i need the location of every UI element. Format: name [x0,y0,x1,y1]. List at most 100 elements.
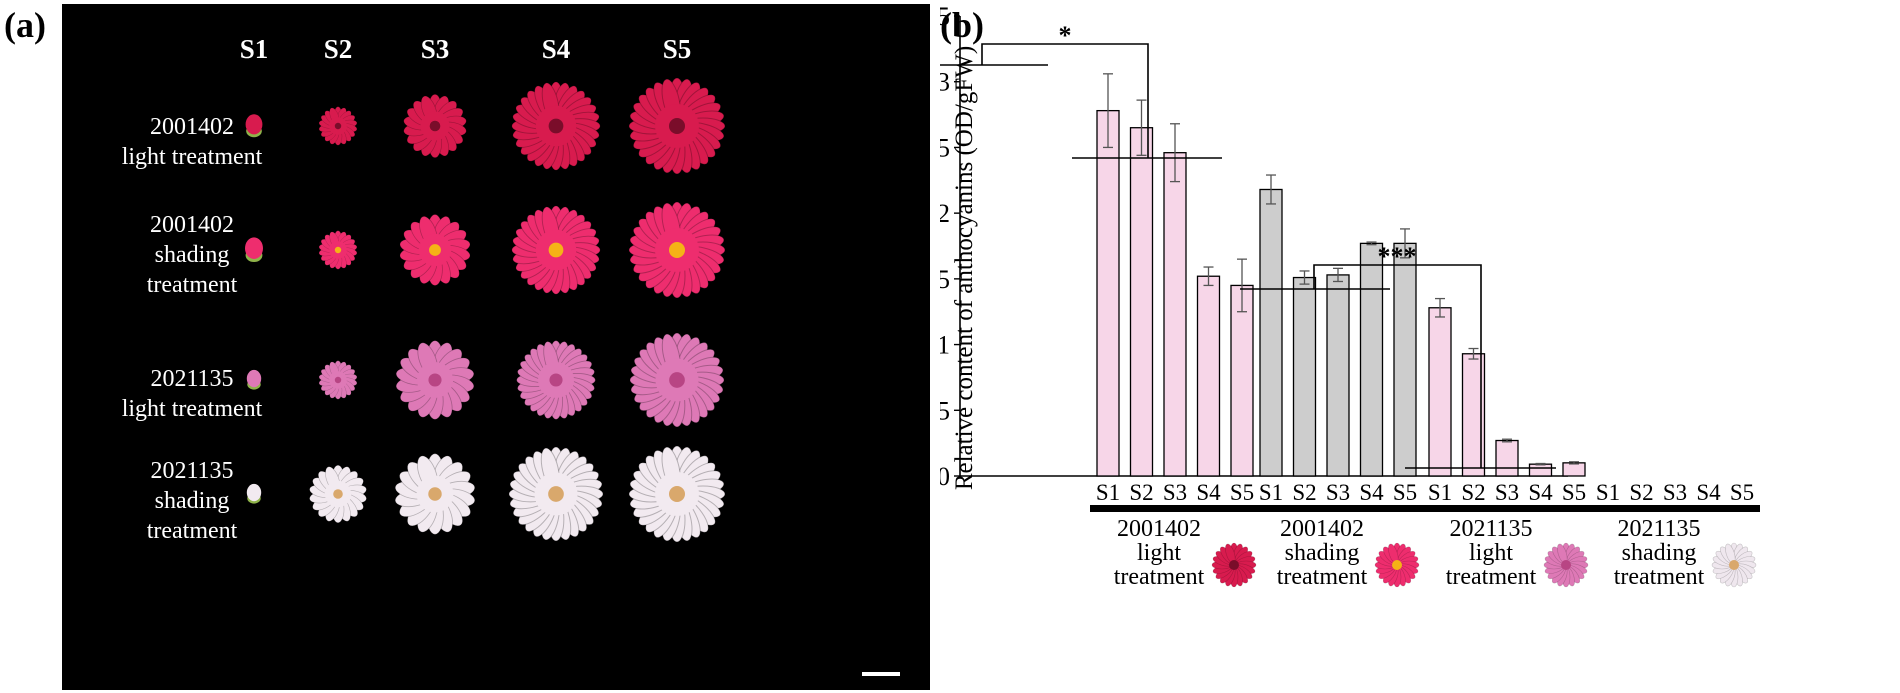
row-label-line: 2021135 [150,458,234,484]
row-label-line: treatment [146,518,238,544]
bar-group3-s1 [1428,307,1452,477]
row-label-line: 2021135 [150,366,234,392]
bar-group2-s3 [1326,274,1350,477]
bar-group1-s1 [1096,109,1120,477]
flower-photo-row1-s4 [510,80,602,177]
flower-swatch-icon [1711,542,1757,588]
group-underline [1422,505,1592,512]
group-label-line: light [1469,540,1513,566]
anthocyanin-bar-chart: Relative content of anthocyanins (OD/gFW… [940,2,1760,590]
y-tick-label: 1.5 [940,265,950,294]
flower-photo-row4-s4 [507,445,605,548]
scale-bar [862,672,900,676]
stage-header-s5: S5 [662,34,692,64]
row-label-1: 2001402 light treatment [82,112,302,172]
group-underline [1090,505,1260,512]
flower-photo-row1-s1 [240,112,268,145]
group-label-line: 2001402 [1280,516,1364,542]
x-tick-label: S4 [1359,480,1384,505]
flower-photo-row3-s3 [394,339,476,426]
flower-photo-row1-s3 [402,93,468,164]
bar-group2-s5 [1393,242,1417,477]
x-tick-label: S1 [1259,480,1283,505]
stage-header-s4: S4 [541,34,571,64]
group-label-line: shading [1285,540,1360,566]
group-label-line: 2021135 [1617,516,1700,542]
row-label-4: 2021135 shading treatment [82,456,302,546]
y-tick-label: 2 [940,199,950,228]
row-label-line: shading [154,242,230,268]
bar-group2-s2 [1292,276,1317,477]
x-tick-label: S2 [1461,480,1485,505]
bar-group2-s1 [1259,188,1283,477]
significance-bracket [981,43,1149,158]
row-label-line: 2001402 [150,212,234,238]
y-tick-label: 3.5 [940,2,950,31]
bar-group2-s4 [1359,242,1384,477]
x-tick-label: S5 [1230,480,1254,505]
y-tick-label: 0.5 [940,396,950,425]
row-label-line: 2001402 [150,114,234,140]
x-tick-label: S4 [1528,480,1553,505]
flower-photo-panel: S1 S2 S3 S4 S5 2001402 light treatment 2001402 s… [62,4,930,690]
significance-label: * [1059,21,1072,50]
group-label-line: treatment [1614,564,1705,590]
row-label-line: shading [154,488,230,514]
flower-photo-row4-s2 [308,464,368,529]
y-tick-label: 2.5 [940,133,950,162]
group-label-line: treatment [1277,564,1368,590]
flower-photo-row3-s5 [628,331,726,434]
group-underline [1590,505,1760,512]
significance-bracket [1313,264,1482,468]
row-label-3: 2021135 light treatment [82,364,302,424]
x-tick-label: S3 [1495,480,1519,505]
y-axis-title: Relative content of anthocyanins (OD/gFW… [951,46,978,490]
flower-photo-row3-s4 [515,339,597,426]
bar-group1-s2 [1129,127,1154,477]
row-label-line: light treatment [121,396,263,422]
bar-group1-s3 [1163,152,1187,477]
y-tick-label: 1 [940,331,950,360]
flower-swatch-icon [1543,542,1589,588]
x-tick-label: S3 [1326,480,1350,505]
x-tick-label: S1 [1096,480,1120,505]
flower-photo-row3-s2 [318,360,358,405]
bar-group1-s4 [1196,275,1221,477]
x-tick-label: S2 [1292,480,1316,505]
flower-photo-row2-s3 [398,213,472,292]
bar-group3-s5 [1562,462,1586,477]
x-tick-label: S3 [1163,480,1187,505]
stage-header-s2: S2 [323,34,353,64]
y-tick-label: 3 [940,68,950,97]
x-tick-label: S4 [1196,480,1221,505]
flower-photo-row3-s1 [242,368,266,397]
bar-group3-s4 [1528,463,1553,477]
stage-header-s1: S1 [239,34,269,64]
group-label-line: treatment [1114,564,1205,590]
x-tick-label: S2 [1129,480,1153,505]
flower-photo-row4-s5 [627,444,727,549]
bar-group1-s5 [1230,284,1254,477]
group-underline [1253,505,1423,512]
x-tick-label: S5 [1393,480,1417,505]
group-label-line: 2021135 [1449,516,1532,542]
flower-photo-row2-s5 [627,200,727,305]
group-label-line: 2001402 [1117,516,1201,542]
x-tick-label: S2 [1629,480,1653,505]
significance-label: *** [1378,242,1417,271]
flower-swatch-icon [1211,542,1257,588]
flower-photo-row1-s5 [627,76,727,181]
x-tick-label: S5 [1562,480,1586,505]
flower-photo-row2-s1 [239,235,269,270]
group-label-line: light [1137,540,1181,566]
x-tick-label: S3 [1663,480,1687,505]
flower-photo-row4-s1 [242,482,266,511]
row-label-line: treatment [146,272,238,298]
panel-b-label: (b) [940,5,984,45]
panel-a-label: (a) [4,5,46,45]
stage-header-s3: S3 [420,34,450,64]
x-tick-label: S1 [1428,480,1452,505]
flower-photo-row2-s4 [510,204,602,301]
row-label-line: light treatment [121,144,263,170]
flower-swatch-icon [1374,542,1420,588]
